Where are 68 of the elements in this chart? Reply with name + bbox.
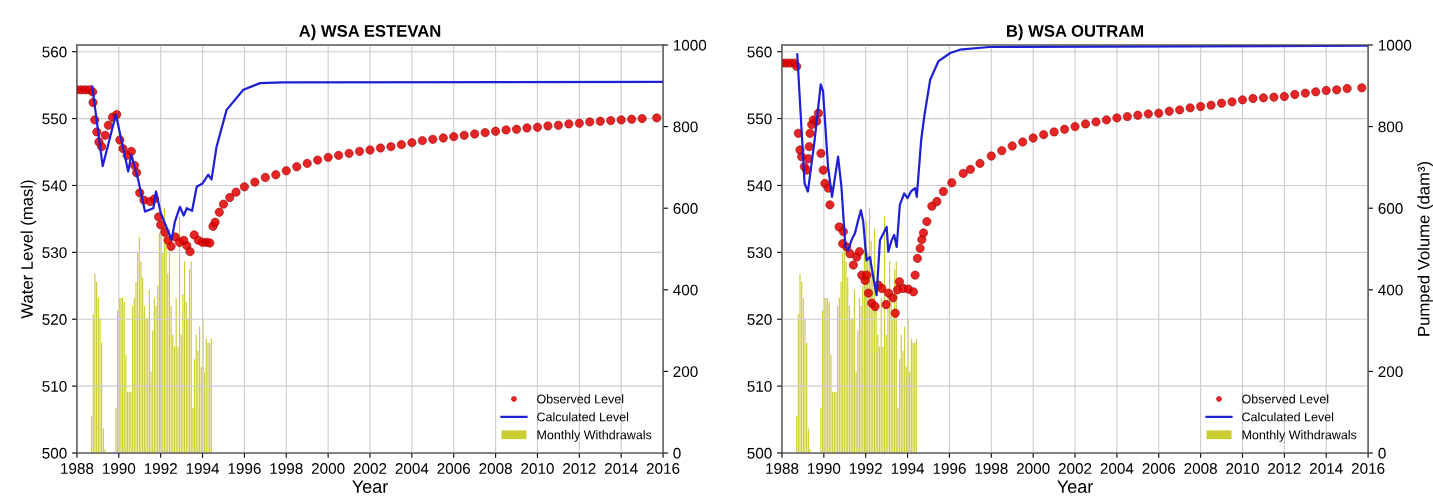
y2-tick-label: 600 bbox=[1378, 203, 1403, 214]
x-tick-label: 1988 bbox=[766, 463, 799, 474]
x-tick-label: 2010 bbox=[521, 463, 554, 474]
x-tick-label: 1994 bbox=[891, 463, 925, 474]
y-tick-label: 500 bbox=[42, 447, 67, 459]
y2-tick-label: 800 bbox=[673, 121, 698, 133]
x-tick-label: 2004 bbox=[395, 463, 429, 474]
x-tick-label: 2000 bbox=[1016, 463, 1050, 474]
y-tick-label: 530 bbox=[747, 247, 772, 259]
y2-tick-label: 0 bbox=[673, 447, 681, 459]
legend-label: Observed Level bbox=[537, 394, 624, 404]
x-tick-label: 2006 bbox=[437, 463, 471, 474]
chart-title: A) WSA ESTEVAN bbox=[299, 24, 441, 41]
y-tick-label: 520 bbox=[42, 314, 67, 325]
x-tick-label: 1996 bbox=[933, 463, 966, 474]
y-tick-label: 560 bbox=[747, 46, 772, 58]
y-tick-label: 540 bbox=[747, 180, 772, 192]
x-tick-label: 2002 bbox=[353, 463, 387, 474]
y-tick-label: 550 bbox=[42, 113, 67, 125]
x-tick-label: 2012 bbox=[1268, 463, 1301, 474]
y2-tick-label: 1000 bbox=[673, 39, 707, 51]
x-tick-label: 1992 bbox=[849, 463, 882, 474]
x-axis-title: Year bbox=[352, 480, 388, 493]
x-tick-label: 2006 bbox=[1142, 463, 1176, 474]
y2-tick-label: 1000 bbox=[1378, 39, 1412, 51]
x-tick-label: 2016 bbox=[646, 463, 680, 474]
y2-axis-title: Pumped Volume (dam³) bbox=[1417, 162, 1433, 336]
x-tick-label: 2012 bbox=[563, 463, 596, 474]
x-tick-label: 2004 bbox=[1100, 463, 1134, 474]
x-tick-label: 1998 bbox=[270, 463, 303, 474]
x-tick-label: 2008 bbox=[1184, 463, 1217, 474]
y2-tick-label: 800 bbox=[1378, 121, 1403, 133]
x-tick-label: 1992 bbox=[144, 463, 177, 474]
x-tick-label: 2008 bbox=[479, 463, 512, 474]
y-tick-label: 510 bbox=[42, 380, 67, 392]
y2-tick-label: 600 bbox=[673, 203, 698, 214]
x-tick-label: 1990 bbox=[102, 463, 136, 474]
x-tick-label: 1990 bbox=[808, 463, 841, 474]
x-tick-label: 2010 bbox=[1226, 463, 1259, 474]
y-tick-label: 500 bbox=[747, 447, 772, 459]
y-axis-title: Water Level (masl) bbox=[20, 180, 37, 319]
x-tick-label: 1988 bbox=[61, 463, 94, 474]
legend-label: Observed Level bbox=[1242, 394, 1329, 404]
y2-tick-label: 200 bbox=[1378, 366, 1403, 378]
y2-tick-label: 400 bbox=[673, 284, 698, 296]
x-tick-label: 1998 bbox=[975, 463, 1008, 474]
y-tick-label: 510 bbox=[747, 380, 772, 392]
x-tick-label: 2014 bbox=[604, 463, 638, 474]
y-tick-label: 530 bbox=[42, 247, 67, 259]
x-tick-label: 2016 bbox=[1351, 463, 1385, 474]
x-tick-label: 2000 bbox=[311, 463, 345, 474]
x-tick-label: 1996 bbox=[228, 463, 261, 474]
legend-label: Monthly Withdrawals bbox=[537, 430, 652, 442]
chart-title: B) WSA OUTRAM bbox=[1007, 24, 1144, 41]
y-tick-label: 520 bbox=[747, 314, 772, 325]
y2-tick-label: 400 bbox=[1378, 284, 1403, 296]
x-tick-label: 2014 bbox=[1310, 463, 1343, 474]
x-tick-label: 1994 bbox=[186, 463, 220, 474]
y2-tick-label: 200 bbox=[673, 366, 698, 378]
legend-label: Monthly Withdrawals bbox=[1242, 430, 1357, 442]
y-tick-label: 550 bbox=[747, 113, 772, 125]
legend-label: Calculated Level bbox=[537, 412, 629, 422]
x-tick-label: 2002 bbox=[1058, 463, 1092, 474]
y-tick-label: 540 bbox=[42, 180, 67, 192]
legend-label: Calculated Level bbox=[1242, 412, 1334, 422]
y2-tick-label: 0 bbox=[1378, 447, 1386, 459]
x-axis-title: Year bbox=[1057, 480, 1093, 493]
y-tick-label: 560 bbox=[42, 46, 67, 58]
